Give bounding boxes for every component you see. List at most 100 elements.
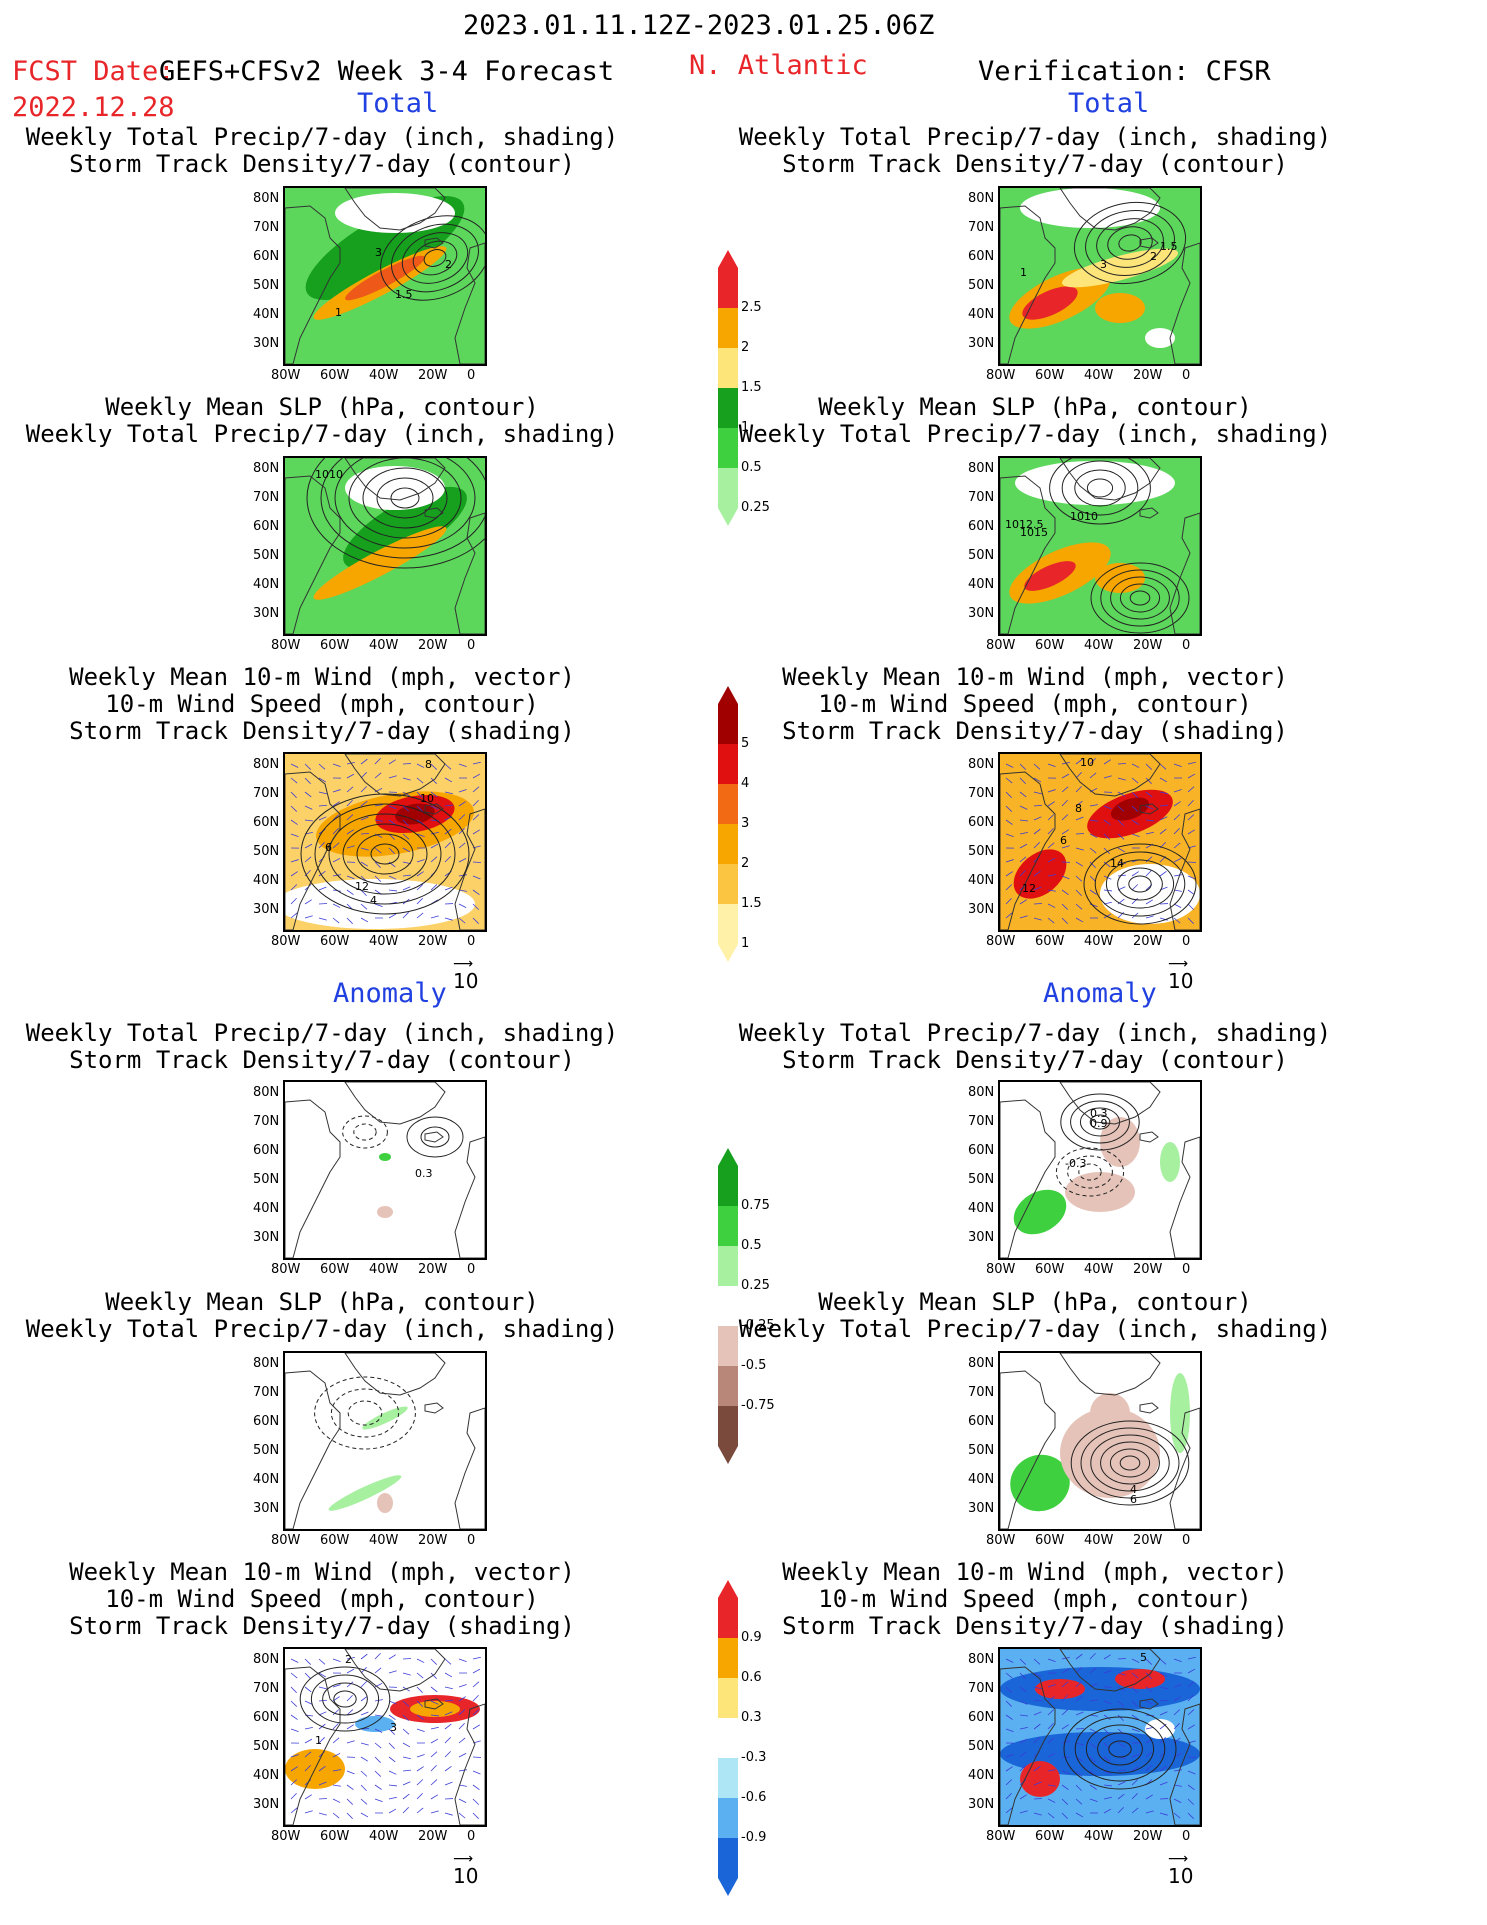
p4-lon-tick: 40W [1084, 638, 1114, 653]
colorbar-track_total-label: 1 [741, 936, 750, 951]
p9-map-panel [283, 1351, 487, 1531]
p7-lon-tick: 20W [418, 1262, 448, 1277]
colorbar-precip_total [718, 250, 738, 526]
p2-contour-label: 1.5 [1160, 240, 1178, 253]
p9-title-line-1: Weekly Mean SLP (hPa, contour) [105, 1288, 539, 1316]
p7-map-panel: 0.3 [283, 1080, 487, 1260]
colorbar-track_total-segment [718, 704, 738, 744]
p4-lat-tick: 40N [968, 577, 995, 592]
colorbar-precip_anom-label: 0.25 [741, 1278, 770, 1293]
p11-lat-tick: 40N [253, 1768, 280, 1783]
p11-contour-label: 3 [390, 1721, 397, 1734]
p9-lon-tick: 20W [418, 1533, 448, 1548]
right-total-label: Total [1068, 88, 1150, 119]
fcst-date: 2022.12.28 [12, 92, 175, 123]
p8-lon-tick: 0 [1182, 1262, 1191, 1277]
colorbar-precip_anom-segment [718, 1286, 738, 1326]
colorbar-precip_total-segment [718, 388, 738, 428]
p7-lat-tick: 40N [253, 1201, 280, 1216]
colorbar-precip_total-label: 2 [741, 340, 750, 355]
p2-lon-tick: 20W [1133, 368, 1163, 383]
p12-lat-tick: 60N [968, 1710, 995, 1725]
p3-map-svg: 1010 [285, 458, 485, 634]
p10-lon-tick: 80W [986, 1533, 1016, 1548]
p5-vector-reference: ⟶ 10 [453, 956, 479, 993]
p7-lat-tick: 30N [253, 1230, 280, 1245]
p3-lat-tick: 60N [253, 519, 280, 534]
p9-lon-tick: 40W [369, 1533, 399, 1548]
p2-title-line-2: Storm Track Density/7-day (contour) [782, 150, 1288, 178]
p9-lon-tick: 80W [271, 1533, 301, 1548]
p10-title-line-1: Weekly Mean SLP (hPa, contour) [818, 1288, 1252, 1316]
p6-lon-tick: 40W [1084, 934, 1114, 949]
p11-contour-label: 1 [315, 1734, 322, 1747]
p11-lat-tick: 60N [253, 1710, 280, 1725]
p11-vector-reference: ⟶ 10 [453, 1851, 479, 1888]
p8-map-svg: 0.30.9 -0.3 [1000, 1082, 1200, 1258]
colorbar-precip_anom-label: -0.5 [741, 1358, 767, 1373]
p4-map-panel: 1010 1012.5 1015 [998, 456, 1202, 636]
p3-lon-tick: 60W [320, 638, 350, 653]
colorbar-track_anom-segment [718, 1838, 738, 1878]
p8-lat-tick: 30N [968, 1230, 995, 1245]
colorbar-precip_total-segment [718, 468, 738, 508]
p9-lat-tick: 60N [253, 1414, 280, 1429]
p3-lon-tick: 40W [369, 638, 399, 653]
p11-lon-tick: 40W [369, 1829, 399, 1844]
p12-lat-tick: 30N [968, 1797, 995, 1812]
p6-lat-tick: 50N [968, 844, 995, 859]
colorbar-precip_anom-segment [718, 1326, 738, 1366]
p5-lat-tick: 50N [253, 844, 280, 859]
colorbar-precip_total-label: 2.5 [741, 300, 762, 315]
colorbar-track_total-label: 5 [741, 736, 750, 751]
p6-title-line-1: Weekly Mean 10-m Wind (mph, vector) [782, 663, 1288, 691]
left-total-label: Total [357, 88, 439, 119]
p5-lon-tick: 40W [369, 934, 399, 949]
p8-contour-label: 0.3 [1090, 1107, 1108, 1120]
colorbar-precip_anom-segment [718, 1246, 738, 1286]
p2-lat-tick: 60N [968, 249, 995, 264]
p2-title-line-1: Weekly Total Precip/7-day (inch, shading… [738, 123, 1332, 151]
p6-lon-tick: 20W [1133, 934, 1163, 949]
p9-lat-tick: 70N [253, 1385, 280, 1400]
colorbar-precip_total-segment [718, 268, 738, 308]
p2-lon-tick: 40W [1084, 368, 1114, 383]
p7-lon-tick: 60W [320, 1262, 350, 1277]
p2-lat-tick: 80N [968, 191, 995, 206]
p1-lat-tick: 50N [253, 278, 280, 293]
p2-lon-tick: 0 [1182, 368, 1191, 383]
p11-lon-tick: 20W [418, 1829, 448, 1844]
p1-lon-tick: 80W [271, 368, 301, 383]
p12-title-line-1: Weekly Mean 10-m Wind (mph, vector) [782, 1558, 1288, 1586]
p10-map-svg: 46 [1000, 1353, 1200, 1529]
p6-contour-label: 12 [1022, 882, 1036, 895]
p1-contour-label: 3 [375, 246, 382, 259]
verification-label: Verification: CFSR [978, 56, 1271, 87]
colorbar-precip_total-label: 0.25 [741, 500, 770, 515]
p10-contour-label: 4 [1130, 1483, 1137, 1496]
p8-contour-label: -0.3 [1065, 1157, 1086, 1170]
p10-title-line-2: Weekly Total Precip/7-day (inch, shading… [738, 1315, 1332, 1343]
p3-lat-tick: 30N [253, 606, 280, 621]
p11-lat-tick: 50N [253, 1739, 280, 1754]
p11-vector-reference-value: 10 [453, 1864, 479, 1888]
colorbar-track_anom-segment [718, 1598, 738, 1638]
p1-map-svg: 321.51 [285, 188, 485, 364]
p4-lat-tick: 50N [968, 548, 995, 563]
p10-lat-tick: 60N [968, 1414, 995, 1429]
p11-map-svg: 2 3 1 [285, 1649, 485, 1825]
colorbar-track_anom-label: 0.6 [741, 1670, 762, 1685]
p5-lat-tick: 30N [253, 902, 280, 917]
p5-lon-tick: 80W [271, 934, 301, 949]
colorbar-track_anom-segment [718, 1638, 738, 1678]
p5-map-svg: 10 124 6 8 [285, 754, 485, 930]
p11-map-panel: 2 3 1 [283, 1647, 487, 1827]
p12-contour-label: 5 [1140, 1651, 1147, 1664]
p7-lon-tick: 80W [271, 1262, 301, 1277]
colorbar-precip_total-label: 1 [741, 420, 750, 435]
p5-lon-tick: 20W [418, 934, 448, 949]
p10-lon-tick: 0 [1182, 1533, 1191, 1548]
p8-contour-label: 0.9 [1090, 1117, 1108, 1130]
